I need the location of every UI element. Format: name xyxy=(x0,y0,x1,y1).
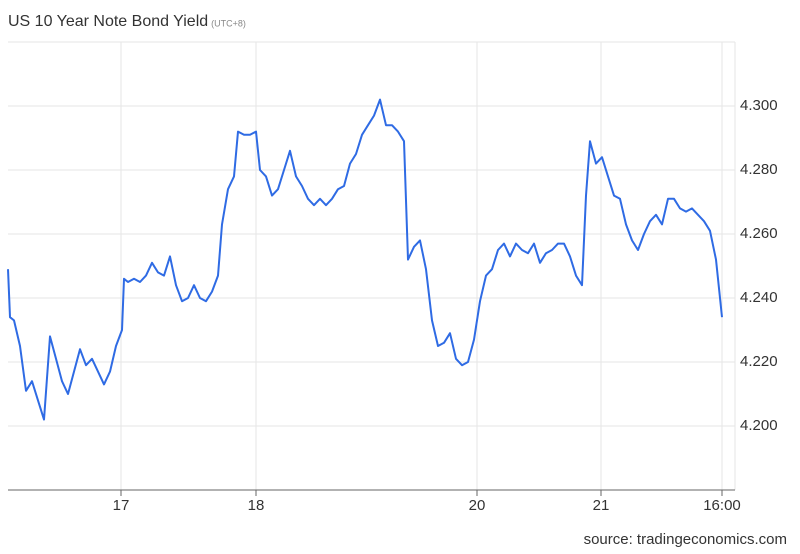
source: source: tradingeconomics.com xyxy=(584,531,787,548)
x-tick-label: 20 xyxy=(469,497,486,514)
x-tick-label: 18 xyxy=(248,497,265,514)
y-tick-label: 4.240 xyxy=(740,289,778,306)
data-line xyxy=(7,98,723,421)
y-tick-label: 4.280 xyxy=(740,161,778,178)
y-tick-label: 4.260 xyxy=(740,225,778,242)
x-tick-label: 21 xyxy=(593,497,610,514)
x-tick-label: 16:00 xyxy=(703,497,741,514)
y-tick-label: 4.200 xyxy=(740,417,778,434)
y-tick-label: 4.220 xyxy=(740,353,778,370)
x-tick-label: 17 xyxy=(113,497,130,514)
chart-title: US 10 Year Note Bond Yield xyxy=(8,13,208,30)
y-tick-label: 4.300 xyxy=(740,97,778,114)
chart-subtitle: (UTC+8) xyxy=(211,18,246,28)
